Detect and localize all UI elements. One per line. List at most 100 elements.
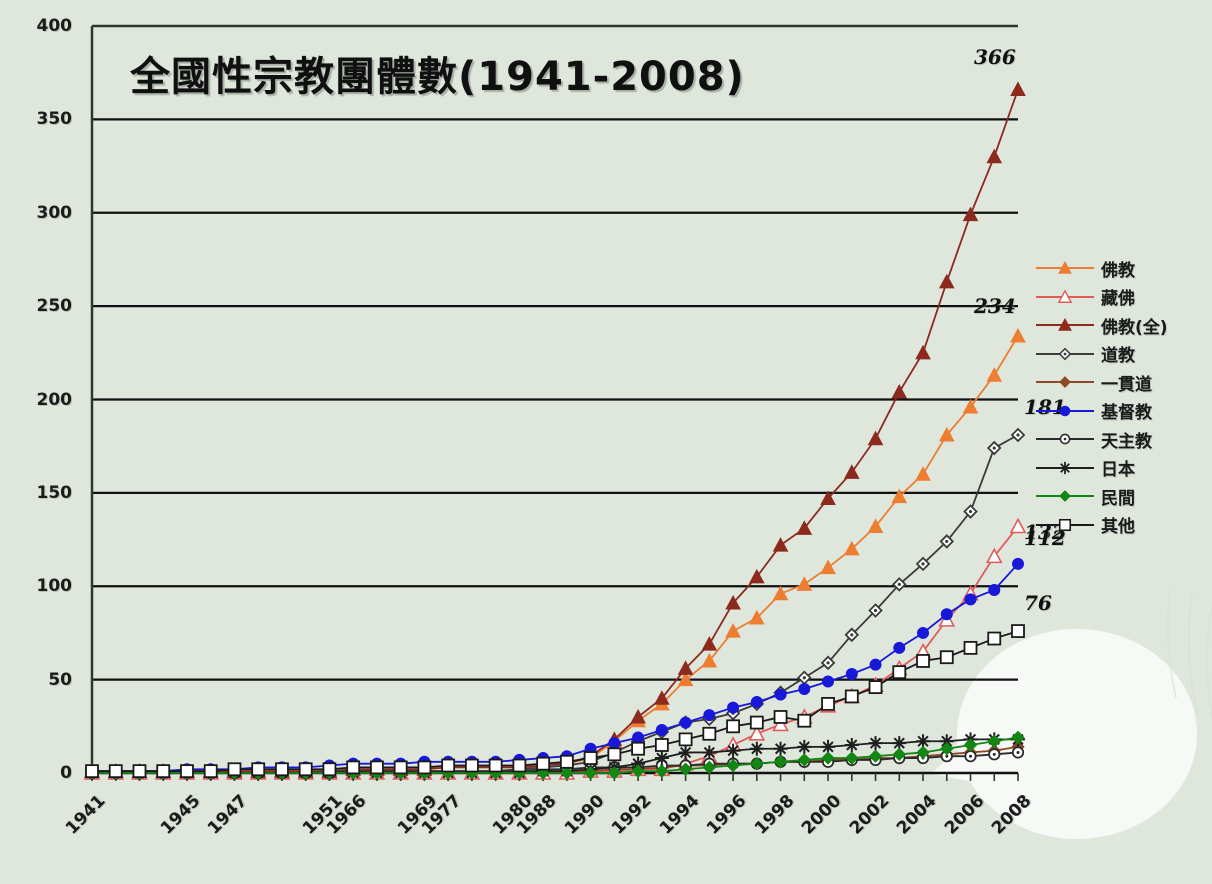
data-point [559,754,574,769]
data-point [986,148,1003,164]
series-佛教 [84,327,1026,778]
data-point [560,766,574,780]
legend-item-天主教[interactable]: 天主教 [1036,425,1212,454]
legend-item-其他[interactable]: 其他 [1036,511,1212,540]
data-point [464,758,479,773]
data-point [986,367,1003,382]
legend-item-佛教[interactable]: 佛教 [1036,254,1212,283]
legend-item-民間[interactable]: 民間 [1036,482,1212,511]
data-point [1011,730,1025,745]
data-point [1011,624,1025,638]
data-point [702,726,717,741]
legend-item-基督教[interactable]: 基督教 [1036,397,1212,426]
legend-key-icon [1036,315,1094,335]
data-point [607,766,622,780]
data-point [916,654,930,668]
data-point [820,490,836,505]
data-point [726,758,740,773]
data-point [986,440,1002,456]
data-point [797,713,812,728]
data-point [655,724,668,737]
data-point [797,670,812,686]
y-tick-label: 400 [36,16,73,36]
data-point [1059,490,1071,503]
data-point [868,680,883,694]
data-point [630,708,646,724]
legend-label: 佛教(全) [1101,317,1168,338]
data-point [797,739,812,754]
legend-item-佛教(全)[interactable]: 佛教(全) [1036,311,1212,340]
data-point [417,760,432,775]
data-point [725,623,741,638]
data-point [655,764,669,778]
data-point [748,725,766,741]
y-tick-label: 200 [36,389,73,410]
data-point [845,668,858,681]
data-point [893,641,906,654]
data-point [298,762,313,777]
data-point [322,762,337,777]
data-point [844,737,859,752]
data-point [940,608,953,621]
data-point [702,745,717,760]
legend-label: 一貫道 [1101,374,1152,395]
legend-label: 其他 [1101,517,1135,538]
legend-item-道教[interactable]: 道教 [1036,340,1212,369]
data-point [393,760,408,775]
legend-label: 佛教 [1101,260,1135,281]
data-point [1058,261,1072,274]
data-point [726,743,741,758]
data-point [988,748,1001,761]
data-point [963,504,978,519]
data-point [1012,557,1024,570]
data-point [796,576,813,591]
legend-item-藏佛[interactable]: 藏佛 [1036,283,1212,312]
data-point [703,709,716,722]
legend-item-一貫道[interactable]: 一貫道 [1036,368,1212,397]
legend-marker-icon [1058,318,1072,331]
data-point [1059,433,1071,445]
data-point [1011,746,1025,759]
legend-marker-icon [1058,518,1072,531]
legend-key-icon [1036,258,1094,278]
data-point [774,688,787,701]
data-point [798,682,811,695]
data-point [938,273,955,289]
data-point [796,520,813,535]
legend-item-日本[interactable]: 日本 [1036,454,1212,483]
legend-key-icon [1036,287,1094,307]
legend-marker-icon [1058,461,1072,474]
data-point [632,731,645,744]
value-label: 112 [1024,525,1066,550]
legend-marker-icon [1059,405,1071,416]
chart-title: 全國性宗教團體數(1941-2008) [130,54,745,100]
data-point [750,696,763,709]
legend-label: 基督教 [1101,403,1152,424]
data-point [821,697,835,711]
data-point [915,466,931,481]
data-point [891,383,908,399]
data-point [677,671,694,687]
legend-key-icon [1036,486,1094,506]
data-point [985,547,1003,564]
data-point [988,583,1001,596]
value-label: 76 [1024,591,1052,616]
data-point [822,675,835,688]
legend-marker-icon [1059,433,1071,445]
value-label: 366 [974,45,1016,70]
data-point [702,760,717,775]
series-道教 [84,427,1026,781]
data-point [939,534,955,549]
data-point [915,344,931,360]
data-point [227,762,242,777]
data-point [891,488,908,504]
data-point [963,640,978,655]
data-point [869,658,882,671]
data-point [892,747,906,762]
y-tick-label: 350 [36,109,73,130]
data-point [940,742,954,756]
data-point [1058,318,1072,331]
data-point [1058,347,1072,361]
data-point [1009,517,1027,534]
data-point [773,710,788,724]
